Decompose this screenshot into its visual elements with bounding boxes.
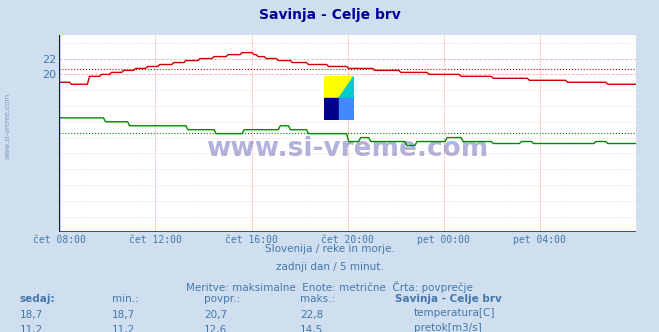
Text: 20,7: 20,7: [204, 310, 227, 320]
Text: 18,7: 18,7: [20, 310, 43, 320]
Text: temperatura[C]: temperatura[C]: [414, 308, 496, 318]
Text: 18,7: 18,7: [112, 310, 135, 320]
Text: www.si-vreme.com: www.si-vreme.com: [206, 136, 489, 162]
Text: sedaj:: sedaj:: [20, 294, 55, 304]
Bar: [324, 98, 339, 120]
Text: 11,2: 11,2: [20, 325, 43, 332]
Text: Slovenija / reke in morje.: Slovenija / reke in morje.: [264, 244, 395, 254]
Text: 14,5: 14,5: [300, 325, 323, 332]
Bar: [339, 98, 354, 120]
Text: 12,6: 12,6: [204, 325, 227, 332]
Text: 22,8: 22,8: [300, 310, 323, 320]
Text: Savinja - Celje brv: Savinja - Celje brv: [395, 294, 502, 304]
Polygon shape: [324, 76, 354, 120]
Text: zadnji dan / 5 minut.: zadnji dan / 5 minut.: [275, 262, 384, 272]
Text: pretok[m3/s]: pretok[m3/s]: [414, 323, 482, 332]
Text: 11,2: 11,2: [112, 325, 135, 332]
Polygon shape: [324, 76, 354, 120]
Text: www.si-vreme.com: www.si-vreme.com: [5, 93, 11, 159]
Text: povpr.:: povpr.:: [204, 294, 241, 304]
Text: min.:: min.:: [112, 294, 139, 304]
Text: Meritve: maksimalne  Enote: metrične  Črta: povprečje: Meritve: maksimalne Enote: metrične Črta…: [186, 281, 473, 292]
Text: maks.:: maks.:: [300, 294, 335, 304]
Text: Savinja - Celje brv: Savinja - Celje brv: [258, 8, 401, 22]
